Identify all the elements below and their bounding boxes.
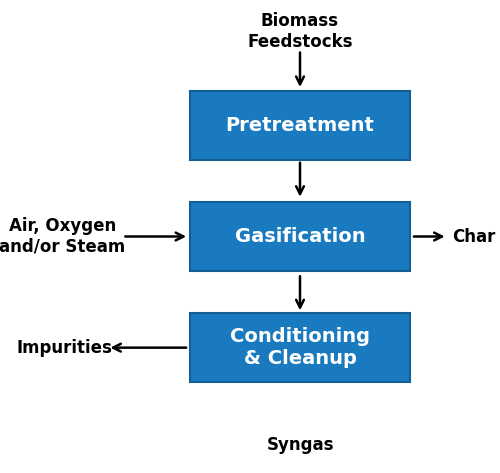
Text: Syngas: Syngas (266, 436, 334, 454)
Text: Biomass
Feedstocks: Biomass Feedstocks (247, 12, 353, 51)
FancyBboxPatch shape (190, 91, 410, 160)
Text: Char: Char (452, 228, 496, 245)
Text: Air, Oxygen
and/or Steam: Air, Oxygen and/or Steam (0, 217, 126, 256)
Text: Conditioning
& Cleanup: Conditioning & Cleanup (230, 327, 370, 368)
Text: Pretreatment: Pretreatment (226, 116, 374, 135)
Text: Gasification: Gasification (234, 227, 366, 246)
FancyBboxPatch shape (190, 202, 410, 271)
Text: Impurities: Impurities (16, 339, 112, 357)
FancyBboxPatch shape (190, 314, 410, 382)
